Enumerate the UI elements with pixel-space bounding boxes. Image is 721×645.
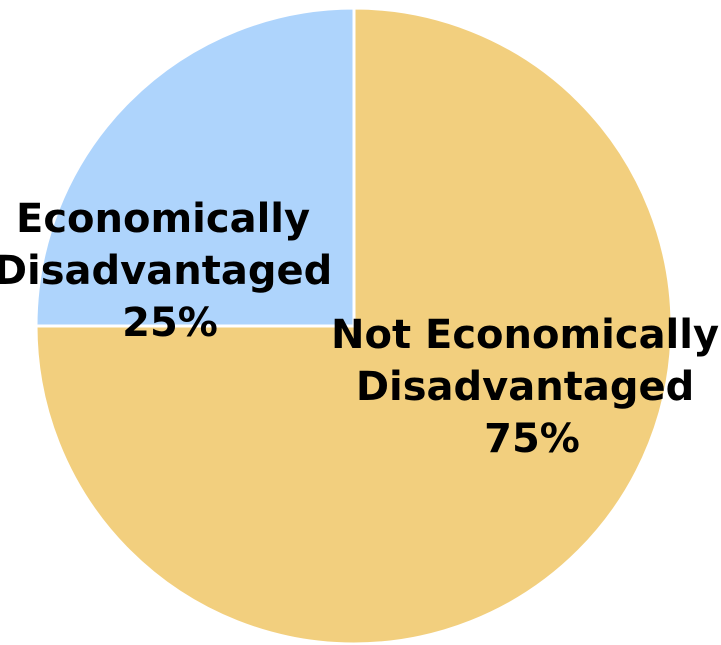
slice-percent-not-economically-disadvantaged: 75% xyxy=(484,416,580,462)
slice-label-not-economically-disadvantaged: Not Economically Disadvantaged 75% xyxy=(331,312,721,462)
slice-label-not-economically-disadvantaged-line1: Not Economically xyxy=(331,312,719,358)
slice-label-economically-disadvantaged-line1: Economically xyxy=(16,196,310,242)
slice-economically-disadvantaged xyxy=(34,6,356,328)
slice-label-not-economically-disadvantaged-line2: Disadvantaged xyxy=(356,364,694,410)
slice-label-economically-disadvantaged-line2: Disadvantaged xyxy=(0,248,332,294)
slice-label-economically-disadvantaged: Economically Disadvantaged 25% xyxy=(0,196,346,346)
pie-slices xyxy=(34,6,674,645)
slice-percent-economically-disadvantaged: 25% xyxy=(122,300,218,346)
slice-not-economically-disadvantaged xyxy=(34,6,674,645)
